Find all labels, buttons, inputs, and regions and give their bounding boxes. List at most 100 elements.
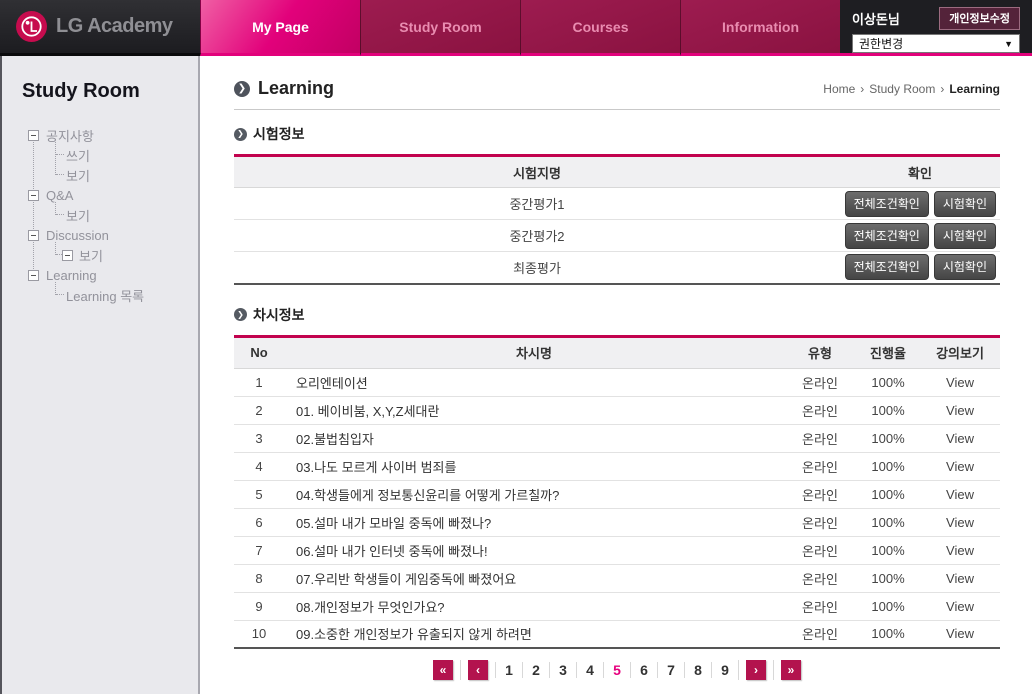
section-icon: ❯ <box>234 127 247 141</box>
prev-page-button[interactable]: ‹ <box>468 660 488 680</box>
lesson-progress: 100% <box>856 536 920 565</box>
table-row: 중간평가1 전체조건확인 시험확인 <box>234 187 1000 220</box>
tab-study-room[interactable]: Study Room <box>360 0 520 56</box>
lesson-no: 5 <box>234 480 284 509</box>
role-change-select[interactable]: 권한변경 ▼ <box>852 34 1020 53</box>
lesson-progress: 100% <box>871 626 905 642</box>
view-link[interactable]: View <box>920 564 1000 593</box>
table-row: 2 01. 베이비붐, X,Y,Z세대란 온라인 100% View <box>234 396 1000 425</box>
page-number-current[interactable]: 5 <box>613 662 621 678</box>
view-link[interactable]: View <box>946 626 974 642</box>
tree-label: Discussion <box>46 227 109 243</box>
collapse-icon[interactable] <box>28 129 39 141</box>
lesson-no: 4 <box>234 452 284 481</box>
lesson-section-title: 차시정보 <box>253 306 305 323</box>
pagination: « ‹ 1 2 3 4 5 6 7 8 9 › » <box>234 660 1000 680</box>
sidebar-item-notice-write[interactable]: 쓰기 <box>50 145 190 165</box>
tree-label: 보기 <box>79 248 103 264</box>
view-link[interactable]: View <box>920 508 1000 537</box>
sidebar-item-qna[interactable]: Q&A <box>28 185 190 205</box>
exam-table: 시험지명 확인 중간평가1 전체조건확인 시험확인 중간평가2 전체조건확인 <box>234 154 1000 285</box>
sidebar-item-discussion-view[interactable]: 보기 <box>50 245 190 265</box>
lesson-title: 05.설마 내가 모바일 중독에 빠졌나? <box>284 508 784 537</box>
lesson-type: 온라인 <box>802 627 838 643</box>
view-link[interactable]: View <box>920 452 1000 481</box>
lesson-type: 온라인 <box>784 368 856 397</box>
view-link[interactable]: View <box>920 424 1000 453</box>
edit-profile-button[interactable]: 개인정보수정 <box>939 7 1020 30</box>
sidebar-item-notice-view[interactable]: 보기 <box>50 165 190 185</box>
tab-my-page[interactable]: My Page <box>200 0 360 56</box>
check-all-conditions-button[interactable]: 전체조건확인 <box>844 190 929 217</box>
view-link[interactable]: View <box>920 396 1000 425</box>
breadcrumb-study-room[interactable]: Study Room <box>869 81 936 96</box>
section-icon: ❯ <box>234 308 247 321</box>
lesson-title: 02.불법침입자 <box>284 424 784 453</box>
page-number[interactable]: 7 <box>667 662 675 678</box>
tab-label: Information <box>722 18 799 35</box>
collapse-icon[interactable] <box>62 249 73 261</box>
check-all-conditions-button[interactable]: 전체조건확인 <box>844 222 929 249</box>
page-number[interactable]: 3 <box>559 662 567 678</box>
sidebar-item-discussion[interactable]: Discussion <box>28 225 190 245</box>
user-name: 이상돈님 <box>852 12 900 27</box>
lesson-title: 08.개인정보가 무엇인가요? <box>284 592 784 621</box>
check-exam-button[interactable]: 시험확인 <box>933 254 996 281</box>
collapse-icon[interactable] <box>28 269 39 281</box>
check-exam-button[interactable]: 시험확인 <box>933 222 996 249</box>
lesson-progress: 100% <box>856 480 920 509</box>
table-row: 8 07.우리반 학생들이 게임중독에 빠졌어요 온라인 100% View <box>234 564 1000 593</box>
page-number[interactable]: 6 <box>640 662 648 678</box>
logo-text: LG Academy <box>56 15 173 37</box>
lesson-title: 04.학생들에게 정보통신윤리를 어떻게 가르칠까? <box>284 480 784 509</box>
table-row: 최종평가 전체조건확인 시험확인 <box>234 252 1000 284</box>
sidebar-item-qna-view[interactable]: 보기 <box>50 205 190 225</box>
table-row: 6 05.설마 내가 모바일 중독에 빠졌나? 온라인 100% View <box>234 508 1000 537</box>
collapse-icon[interactable] <box>28 229 39 241</box>
tab-label: Courses <box>572 18 629 35</box>
view-link[interactable]: View <box>920 368 1000 397</box>
lesson-progress: 100% <box>856 508 920 537</box>
breadcrumb-home[interactable]: Home <box>823 81 856 96</box>
user-panel: 이상돈님 개인정보수정 권한변경 ▼ <box>840 0 1032 56</box>
breadcrumb: Home › Study Room › Learning <box>823 82 1000 96</box>
tab-courses[interactable]: Courses <box>520 0 680 56</box>
lesson-col-type: 유형 <box>784 336 856 369</box>
page-number[interactable]: 9 <box>721 662 729 678</box>
view-link[interactable]: View <box>920 480 1000 509</box>
lesson-progress: 100% <box>856 396 920 425</box>
check-all-conditions-button[interactable]: 전체조건확인 <box>844 254 929 281</box>
collapse-icon[interactable] <box>28 189 39 201</box>
page-number[interactable]: 8 <box>694 662 702 678</box>
page-title-icon: ❯ <box>234 80 250 97</box>
lesson-col-view: 강의보기 <box>920 336 1000 369</box>
exam-section-title: 시험정보 <box>253 126 305 142</box>
view-link[interactable]: View <box>920 536 1000 565</box>
breadcrumb-current: Learning <box>949 81 1000 96</box>
tab-information[interactable]: Information <box>680 0 840 56</box>
lesson-progress: 100% <box>856 424 920 453</box>
first-page-button[interactable]: « <box>433 660 453 680</box>
exam-col-name: 시험지명 <box>234 155 840 188</box>
check-exam-button[interactable]: 시험확인 <box>933 190 996 217</box>
breadcrumb-sep: › <box>860 81 865 96</box>
lesson-col-no: No <box>234 336 284 369</box>
next-page-button[interactable]: › <box>746 660 766 680</box>
sidebar-item-learning-list[interactable]: Learning 목록 <box>50 285 190 305</box>
page-number[interactable]: 4 <box>586 662 594 678</box>
last-page-button[interactable]: » <box>781 660 801 680</box>
page-number[interactable]: 1 <box>505 662 513 678</box>
lesson-type: 온라인 <box>784 564 856 593</box>
lesson-title: 07.우리반 학생들이 게임중독에 빠졌어요 <box>284 564 784 593</box>
sidebar-item-notice[interactable]: 공지사항 <box>28 125 190 145</box>
lesson-title: 오리엔테이션 <box>284 368 784 397</box>
tree-label: Learning <box>46 267 97 283</box>
lesson-col-title: 차시명 <box>284 336 784 369</box>
lesson-no: 8 <box>234 564 284 593</box>
view-link[interactable]: View <box>920 592 1000 621</box>
lesson-title: 09.소중한 개인정보가 유출되지 않게 하려면 <box>296 627 532 643</box>
page-number[interactable]: 2 <box>532 662 540 678</box>
table-row: 4 03.나도 모르게 사이버 범죄를 온라인 100% View <box>234 452 1000 481</box>
role-select-value: 권한변경 <box>859 37 904 51</box>
sidebar-item-learning[interactable]: Learning <box>28 265 190 285</box>
